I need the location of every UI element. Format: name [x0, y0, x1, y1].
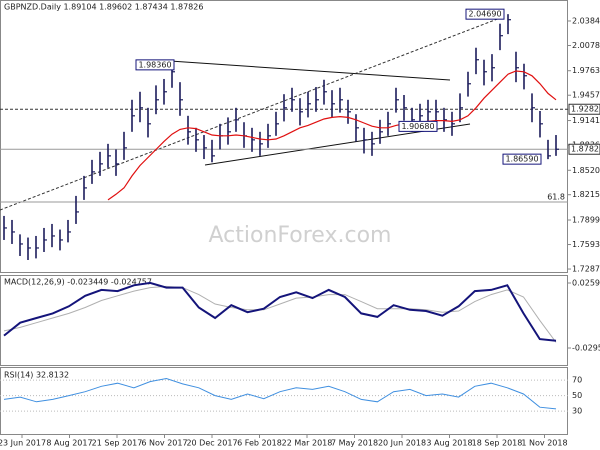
annotation-box [502, 153, 542, 165]
x-tick-label: 21 Sep 2017 [92, 439, 143, 448]
y-tick-label: 2.03840 [572, 16, 600, 25]
y-tick-label: 1.78990 [572, 216, 600, 225]
x-tick-label: 6 Feb 2018 [237, 439, 282, 448]
level-label: 61.8 [547, 192, 565, 201]
x-tick-label: 1 Nov 2018 [521, 439, 567, 448]
y-tick-label: 70 [572, 376, 582, 385]
ma-line [107, 70, 557, 201]
y-tick-label: 1.97630 [572, 66, 600, 75]
x-tick-label: 18 Sep 2018 [472, 439, 523, 448]
price-panel [0, 0, 568, 273]
y-tick-label: 1.91410 [572, 116, 600, 125]
rsi-panel [0, 367, 568, 435]
y-tick-label: 1.82150 [572, 190, 600, 199]
watermark: ActionForex.com [209, 223, 392, 248]
annotation-box [465, 8, 505, 20]
annotation-label: 1.98360 [138, 60, 171, 69]
y-tick-label: -0.029586 [572, 344, 600, 353]
x-tick-label: 20 Dec 2017 [186, 439, 237, 448]
trend-line [169, 60, 451, 81]
trend-line [0, 17, 501, 211]
y-tick-label: 1.72870 [572, 265, 600, 274]
y-tick-label: 1.75930 [572, 240, 600, 249]
y-tick-label: 50 [572, 391, 582, 400]
x-tick-label: 23 Jun 2017 [0, 439, 46, 448]
macd-line [3, 281, 557, 342]
annotation-box [135, 59, 175, 71]
annotation-label: 1.90680 [401, 122, 434, 131]
macd-title: MACD(12,26,9) -0.023449 -0.024757 [4, 278, 152, 287]
x-tick-label: 22 Mar 2018 [282, 439, 333, 448]
rsi-line [3, 377, 557, 410]
annotation-label: 2.04690 [468, 10, 501, 19]
annotation-label: 1.86590 [505, 155, 538, 164]
chart-title: GBPNZD.Daily 1.89104 1.89602 1.87434 1.8… [4, 3, 203, 12]
x-tick-label: 6 Nov 2017 [141, 439, 187, 448]
y-tick-label: 1.94570 [572, 91, 600, 100]
level-label: 1.92820 [571, 105, 600, 114]
rsi-title: RSI(14) 32.8132 [4, 371, 69, 380]
annotation-box [398, 120, 438, 132]
level-label-box [568, 103, 600, 115]
level-label-box [568, 143, 600, 155]
level-label: 1.87826 [571, 145, 600, 154]
macd-panel [0, 275, 568, 366]
x-tick-label: 20 Jun 2018 [378, 439, 426, 448]
y-tick-label: 2.00780 [572, 41, 600, 50]
y-tick-label: 30 [572, 407, 582, 416]
x-tick-label: 7 May 2018 [331, 439, 378, 448]
y-tick-label: 1.85200 [572, 166, 600, 175]
x-tick-label: 8 Aug 2017 [46, 439, 92, 448]
x-tick-label: 3 Aug 2018 [426, 439, 472, 448]
y-tick-label: 0.025933 [572, 278, 600, 287]
macd-line [3, 285, 557, 343]
